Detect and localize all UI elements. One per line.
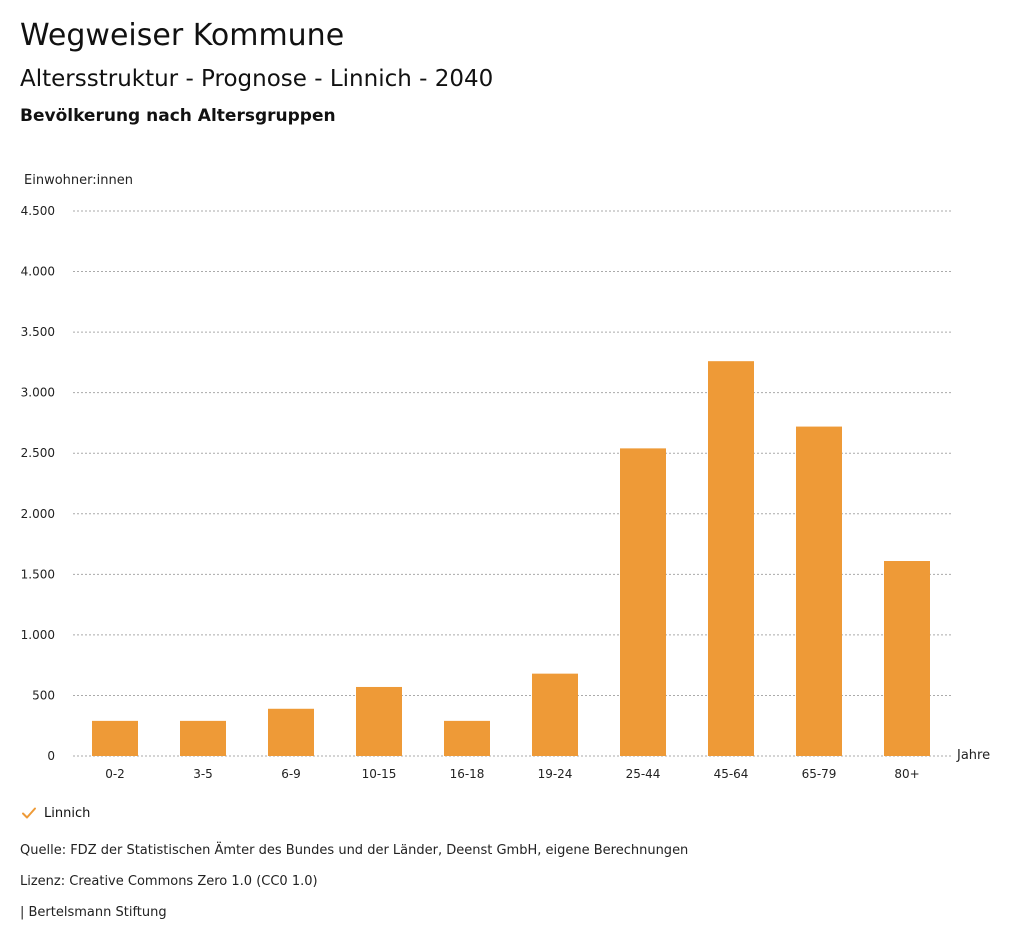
bar[interactable]	[180, 720, 226, 756]
bars-layer	[92, 361, 930, 756]
publisher-note: | Bertelsmann Stiftung	[20, 905, 167, 920]
bar[interactable]	[796, 426, 842, 756]
x-tick-label: 16-18	[450, 767, 485, 781]
y-tick-label: 4.500	[21, 204, 55, 218]
source-note: Quelle: FDZ der Statistischen Ämter des …	[20, 843, 689, 858]
y-tick-label: 3.000	[21, 386, 55, 400]
y-tick-label: 3.500	[21, 325, 55, 339]
bar[interactable]	[268, 708, 314, 756]
x-tick-label: 3-5	[193, 767, 213, 781]
grid-layer: 0 500 1.000 1.500 2.000 2.500 3.000 3.500 4.000 4…	[21, 204, 953, 763]
y-tick-label: 4.000	[21, 265, 55, 279]
y-tick-label: 2.500	[21, 446, 55, 460]
x-axis-label: Jahre	[956, 748, 990, 763]
bar[interactable]	[92, 720, 138, 756]
y-tick-label: 0	[47, 749, 55, 763]
y-tick-label: 1.000	[21, 628, 55, 642]
license-note: Lizenz: Creative Commons Zero 1.0 (CC0 1…	[20, 874, 318, 889]
legend-label: Linnich	[44, 805, 91, 821]
chart-subtitle: Bevölkerung nach Altersgruppen	[20, 106, 336, 126]
y-axis-label: Einwohner:innen	[24, 173, 133, 188]
x-tick-label: 6-9	[281, 767, 301, 781]
y-tick-label: 1.500	[21, 567, 55, 581]
bar[interactable]	[708, 361, 754, 756]
y-tick-label: 2.000	[21, 507, 55, 521]
x-tick-label: 19-24	[538, 767, 573, 781]
bar[interactable]	[620, 448, 666, 756]
x-tick-label: 65-79	[802, 767, 837, 781]
bar[interactable]	[532, 673, 578, 756]
check-icon	[22, 807, 36, 819]
legend-item-linnich[interactable]: Linnich	[20, 802, 90, 824]
x-tick-label: 45-64	[714, 767, 749, 781]
x-tick-labels: 0-2 3-5 6-9 10-15 16-18 19-24 25-44 45-64 65-79 8…	[105, 767, 919, 781]
x-tick-label: 0-2	[105, 767, 125, 781]
chart-title: Altersstruktur - Prognose - Linnich - 20…	[20, 66, 494, 92]
site-title: Wegweiser Kommune	[20, 18, 345, 53]
x-tick-label: 80+	[894, 767, 919, 781]
bar[interactable]	[884, 561, 930, 756]
bar[interactable]	[444, 720, 490, 756]
x-tick-label: 10-15	[362, 767, 397, 781]
x-tick-label: 25-44	[626, 767, 661, 781]
y-tick-label: 500	[32, 688, 55, 702]
bar-chart: Einwohner:innen Jahre 0 500 1.000 1.500 2.00…	[21, 173, 990, 781]
bar[interactable]	[356, 686, 402, 756]
